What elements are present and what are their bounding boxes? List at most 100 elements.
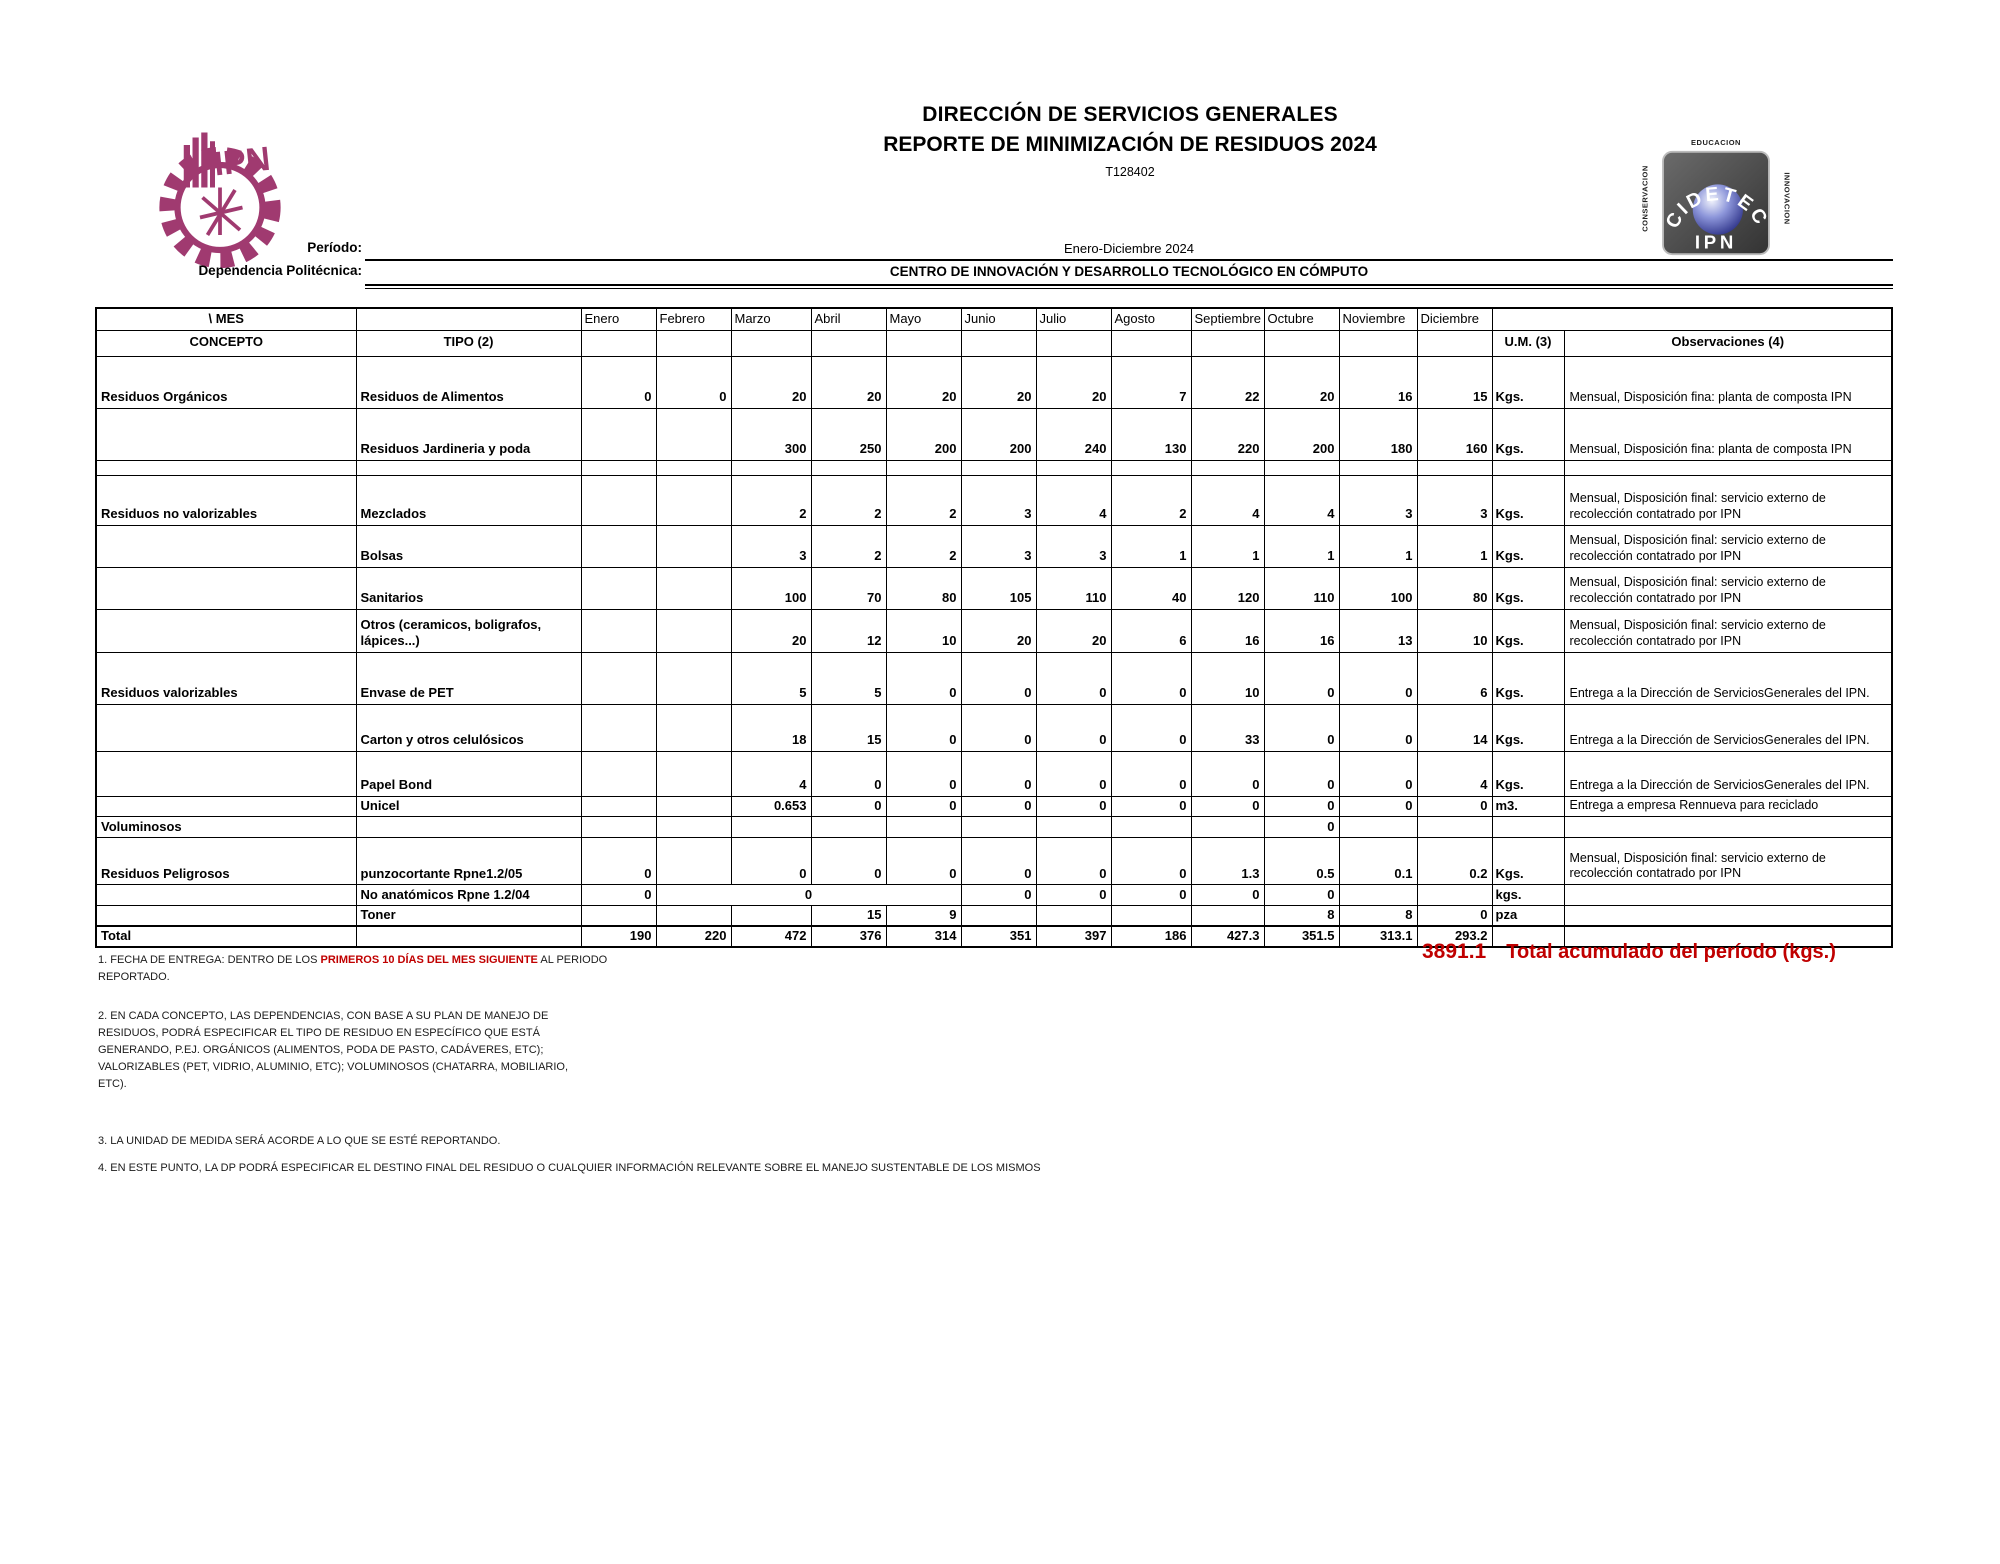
header-concepto: CONCEPTO (95, 329, 357, 357)
form-code: T128402 (1105, 165, 1155, 179)
cell-value: 186 (1110, 924, 1192, 948)
ipn-emblem-lines-icon (199, 187, 243, 236)
ipn-logo-text: IPN (212, 140, 272, 184)
cell-concepto: Total (95, 924, 357, 948)
cell-value: 15 (1416, 355, 1493, 409)
cell-value (655, 524, 732, 568)
footnote-3: 3. LA UNIDAD DE MEDIDA SERÁ ACORDE A LO … (98, 1135, 501, 1148)
cell-value: 0 (1263, 883, 1340, 906)
cell-value: 100 (1338, 566, 1418, 610)
cell-value (730, 815, 812, 838)
cell-observaciones: Mensual, Disposición final: servicio ext… (1563, 474, 1893, 526)
report-table-head: \ MES Enero Febrero Marzo Abril Mayo Junio Juli… (95, 307, 1893, 357)
cell-value (810, 815, 887, 838)
cell-value: 2 (885, 524, 962, 568)
cell-value: 2 (730, 474, 812, 526)
cell-value: 4 (1263, 474, 1340, 526)
report-subtitle: REPORTE DE MINIMIZACIÓN DE RESIDUOS 2024 (883, 133, 1377, 156)
cell-value: 0 (1035, 795, 1112, 817)
cell-observaciones (1563, 924, 1893, 948)
table-header-row-months: \ MES Enero Febrero Marzo Abril Mayo Junio Juli… (95, 307, 1892, 331)
cell-value: 0 (1110, 750, 1192, 797)
cell-value: 0 (1035, 750, 1112, 797)
cell-value: 0.2 (1416, 836, 1493, 885)
cell-value: 3 (730, 524, 812, 568)
header-month-blank (1190, 329, 1265, 357)
cell-value: 0 (580, 836, 657, 885)
cell-value: 0 (960, 883, 1037, 906)
cell-value: 6 (1416, 651, 1493, 705)
cell-observaciones: Mensual, Disposición fina: planta de com… (1563, 355, 1893, 409)
cell-value (1190, 459, 1265, 476)
cell-value: 0 (810, 750, 887, 797)
cell-value: 0 (1035, 836, 1112, 885)
cell-value: 397 (1035, 924, 1112, 948)
cell-value: 0 (885, 750, 962, 797)
cell-value: 18 (730, 703, 812, 752)
cell-value (580, 608, 657, 653)
header-month-blank (1338, 329, 1418, 357)
cell-value (580, 795, 657, 817)
cell-value: 2 (810, 474, 887, 526)
cell-um: kgs. (1491, 883, 1565, 906)
cell-value: 0 (960, 651, 1037, 705)
cell-value: 0.5 (1263, 836, 1340, 885)
cell-value: 220 (1190, 407, 1265, 461)
cell-concepto: Residuos Peligrosos (95, 836, 357, 885)
cell-value: 0 (1110, 883, 1192, 906)
cell-value: 20 (730, 608, 812, 653)
cell-value: 120 (1190, 566, 1265, 610)
cell-value: 110 (1035, 566, 1112, 610)
header-um: U.M. (3) (1491, 329, 1565, 357)
cell-value (1263, 459, 1340, 476)
report-table-body: Residuos Orgánicos Residuos de Alimentos 0… (95, 355, 1893, 948)
cell-value: 3 (1338, 474, 1418, 526)
cell-um: Kgs. (1491, 566, 1565, 610)
cell-value: 7 (1110, 355, 1192, 409)
header-month-blank (810, 329, 887, 357)
cell-value: 0 (1263, 795, 1340, 817)
cell-value (1416, 815, 1493, 838)
cell-value: 0 (1263, 750, 1340, 797)
cell-value (1338, 459, 1418, 476)
cell-value (655, 474, 732, 526)
cidetec-label-educacion: EDUCACION (1691, 138, 1741, 147)
table-row: Papel Bond 4 0 0 0 0 0 0 0 0 4 Kgs. Entrega a la Dir… (95, 750, 1893, 797)
cell-value: 15 (810, 904, 887, 927)
report-table: \ MES Enero Febrero Marzo Abril Mayo Junio Juli… (95, 307, 1893, 949)
footnote-1: 1. FECHA DE ENTREGA: DENTRO DE LOS PRIME… (98, 952, 618, 986)
cell-value: 190 (580, 924, 657, 948)
cell-value (655, 407, 732, 461)
cell-value: 0.653 (730, 795, 812, 817)
cell-value: 20 (1263, 355, 1340, 409)
cell-value: 10 (1190, 651, 1265, 705)
title-block: DIRECCIÓN DE SERVICIOS GENERALES REPORTE… (600, 103, 1660, 179)
period-underline (365, 259, 1893, 261)
cell-value (885, 815, 962, 838)
footnote-1-red: PRIMEROS 10 DÍAS DEL MES SIGUIENTE (320, 954, 538, 966)
cell-tipo: Carton y otros celulósicos (355, 703, 582, 752)
cell-value: 427.3 (1190, 924, 1265, 948)
cell-value: 0 (1190, 750, 1265, 797)
cell-value: 22 (1190, 355, 1265, 409)
cell-value: 2 (885, 474, 962, 526)
cell-value: 0 (885, 703, 962, 752)
cell-value (1035, 904, 1112, 927)
cell-value (655, 836, 732, 885)
cell-value (1416, 883, 1493, 906)
header-month-blank (1416, 329, 1493, 357)
cell-um: Kgs. (1491, 750, 1565, 797)
cell-value: 6 (1110, 608, 1192, 653)
ipn-buildings-icon (183, 132, 215, 188)
cell-value: 20 (1035, 608, 1112, 653)
footnotes: 1. FECHA DE ENTREGA: DENTRO DE LOS PRIME… (98, 952, 1041, 1177)
cell-value: 4 (1416, 750, 1493, 797)
cell-value: 250 (810, 407, 887, 461)
cell-tipo: Papel Bond (355, 750, 582, 797)
cell-value: 160 (1416, 407, 1493, 461)
cell-tipo: Toner (355, 904, 582, 927)
cell-value: 105 (960, 566, 1037, 610)
header-month: Julio (1035, 307, 1112, 331)
table-row: Otros (ceramicos, boligrafos, lápices...… (95, 608, 1893, 653)
cell-value: 376 (810, 924, 887, 948)
